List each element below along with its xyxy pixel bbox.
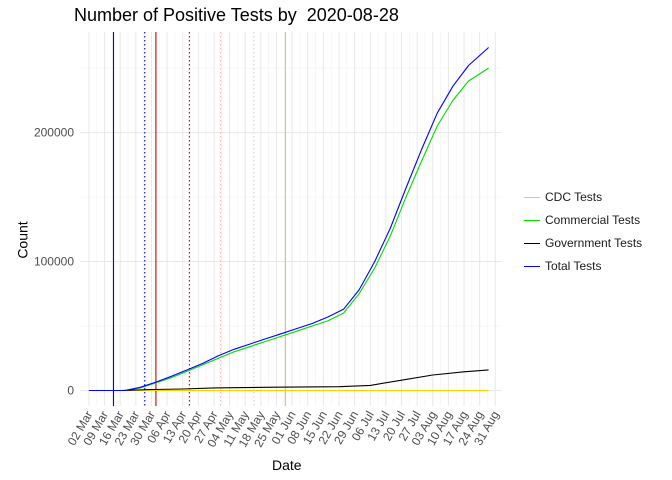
legend-item-government: Government Tests [520, 232, 670, 254]
legend-swatch-total [524, 266, 540, 267]
legend-label-total: Total Tests [545, 259, 602, 273]
legend-swatch-government [524, 243, 540, 244]
legend-item-commercial: Commercial Tests [520, 209, 670, 231]
grid [80, 32, 502, 406]
y-tick-label: 200000 [34, 126, 74, 140]
series-lines [88, 47, 489, 392]
chart-title: Number of Positive Tests by 2020-08-28 [74, 5, 399, 25]
legend-item-total: Total Tests [520, 255, 670, 277]
series-line-government-tests [88, 369, 489, 392]
legend-swatch-commercial [524, 220, 540, 221]
legend-label-commercial: Commercial Tests [545, 213, 641, 227]
y-tick-label: 100000 [34, 255, 74, 269]
y-tick-label: 0 [67, 384, 74, 398]
y-axis-title: Count [14, 221, 31, 259]
legend-label-government: Government Tests [545, 236, 643, 250]
legend-item-cdc: CDC Tests [520, 186, 670, 208]
legend-label-cdc: CDC Tests [545, 190, 603, 204]
y-axis-ticks: 0 100000 200000 [34, 126, 74, 398]
series-line-total-tests [88, 47, 489, 392]
x-axis-title: Date [272, 457, 302, 473]
event-lines [112, 32, 286, 406]
legend-swatch-cdc [524, 197, 540, 198]
series-line-commercial-tests [124, 67, 489, 392]
